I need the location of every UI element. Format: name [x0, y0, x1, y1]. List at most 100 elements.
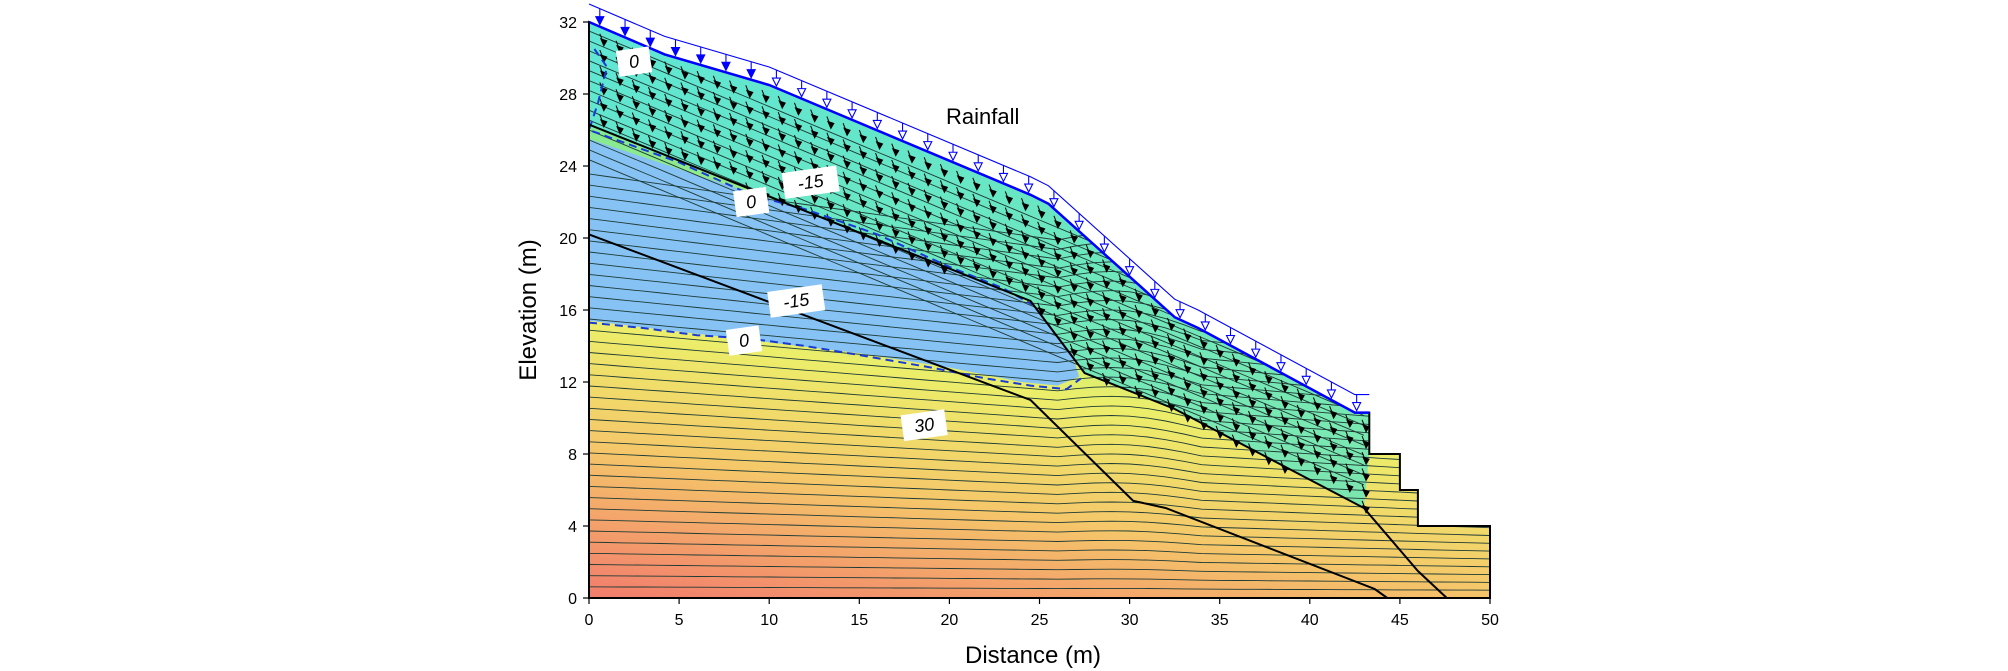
- y-tick-label: 4: [568, 519, 577, 536]
- flow-vector-head: [664, 130, 673, 140]
- y-tick-label: 16: [559, 303, 577, 320]
- flow-vector-head: [859, 182, 868, 192]
- ground-surface-line: [588, 20, 1370, 414]
- flow-vector-head: [1199, 372, 1208, 382]
- rainfall-arrows: [588, 3, 1370, 412]
- flow-vector-head: [794, 106, 803, 116]
- x-axis-ticks: 0 5 10 15 20 25 30 35 40 45 50: [585, 598, 1499, 629]
- flow-vector-head: [713, 128, 722, 138]
- contour-label-box: [615, 46, 653, 77]
- flow-vector-head: [810, 146, 819, 156]
- flow-vector-head: [1264, 423, 1273, 433]
- flow-vector-head: [972, 246, 981, 256]
- flow-vector-head: [616, 125, 624, 135]
- flow-vector-head: [697, 156, 705, 166]
- x-tick-label: 35: [1211, 612, 1229, 629]
- flow-vector-head: [681, 119, 689, 129]
- flow-vector-head: [1297, 392, 1305, 402]
- flow-vector-head: [1248, 431, 1257, 441]
- flow-vector-head: [924, 193, 932, 203]
- contour-line: [589, 497, 1490, 529]
- model-domain: [587, 20, 1491, 599]
- flow-vector-head: [940, 184, 949, 194]
- flow-vector-head: [1070, 234, 1078, 244]
- flow-vector-head: [681, 135, 689, 145]
- contour-line: [589, 385, 1490, 451]
- flow-vector-head: [648, 91, 657, 101]
- flow-vector-head: [729, 117, 738, 127]
- flow-vector-head: [1345, 419, 1354, 429]
- contour-line: [589, 430, 1490, 482]
- flow-vector-head: [908, 203, 916, 213]
- contour-line: [589, 129, 1365, 456]
- flow-vector-head: [1183, 332, 1192, 342]
- flow-vector-head: [762, 94, 770, 104]
- rainfall-arrow-head: [746, 69, 757, 79]
- flow-vector-head: [664, 98, 673, 108]
- rainfall-arrow-head: [670, 47, 681, 57]
- flow-vector-head: [972, 181, 981, 191]
- flow-vector-head: [1102, 296, 1111, 306]
- flow-vector-head: [648, 123, 657, 133]
- flow-vector-head: [729, 149, 738, 159]
- y-axis-title: Elevation (m): [515, 239, 542, 380]
- rainfall-arrow-head: [771, 77, 782, 88]
- rainfall-arrow-head: [1099, 243, 1110, 254]
- flow-vector-head: [1086, 265, 1095, 275]
- contour-line: [589, 474, 1490, 513]
- x-tick-label: 0: [585, 612, 594, 629]
- flow-vector-head: [875, 157, 884, 167]
- flow-vector-head: [599, 102, 608, 112]
- flow-vector-head: [1248, 399, 1257, 408]
- flow-vector-head: [1297, 457, 1305, 467]
- flow-vector-head: [1297, 441, 1305, 451]
- flow-vector-head: [1183, 397, 1192, 407]
- flow-vector-head: [1362, 488, 1370, 498]
- axes: 0 5 10 15 20 25 30 35 40 45 50 0 4 8 12 16 20 24 28 32 Dis…: [515, 15, 1499, 669]
- flow-vector-head: [1118, 375, 1127, 385]
- flow-vector-head: [810, 113, 819, 123]
- flow-vector-head: [972, 214, 981, 224]
- flow-vector-head: [616, 93, 624, 103]
- flow-vector-head: [1135, 373, 1143, 383]
- flow-vector-head: [875, 141, 884, 150]
- flow-vector-head: [1102, 279, 1111, 289]
- flow-vector-head: [1329, 475, 1338, 485]
- flow-vector-head: [1216, 365, 1224, 375]
- contour-line: [589, 441, 1490, 490]
- rainfall-arrow-head: [695, 54, 706, 65]
- flow-vector-head: [1151, 323, 1159, 333]
- flow-vector-head: [1329, 410, 1338, 420]
- flow-vector-head: [1281, 416, 1289, 426]
- flow-vector-head: [1167, 354, 1176, 364]
- flow-vector-head: [1167, 322, 1176, 332]
- flow-vector-head: [1070, 331, 1078, 341]
- flow-vector-head: [794, 139, 803, 149]
- rainfall-arrow-head: [922, 141, 933, 151]
- contour-line: [589, 99, 1365, 426]
- flow-vector-head: [648, 58, 657, 68]
- flow-vector-head: [843, 127, 851, 137]
- rainfall-arrow-head: [594, 16, 605, 26]
- flow-vector-head: [1086, 313, 1095, 323]
- flow-vector-head: [810, 194, 819, 204]
- flow-vector-head: [1054, 252, 1062, 262]
- flow-vector-head: [1264, 391, 1273, 401]
- rainfall-arrow-head: [998, 172, 1009, 183]
- contour-label: 0: [745, 191, 758, 212]
- flow-vector-head: [908, 170, 916, 180]
- layer-boundary-upper: [588, 123, 1448, 599]
- x-tick-label: 5: [675, 612, 684, 629]
- flow-vector-head: [632, 84, 640, 94]
- flow-vector-head: [713, 161, 722, 170]
- flow-vector-head: [762, 159, 770, 168]
- flow-vector-head: [1005, 195, 1014, 205]
- flow-vector-head: [1345, 467, 1354, 477]
- flow-vector-head: [1216, 397, 1224, 407]
- flow-vector-head: [1248, 366, 1257, 376]
- contour-label-box: [781, 165, 840, 199]
- x-tick-label: 30: [1121, 612, 1139, 629]
- y-tick-label: 0: [568, 591, 577, 608]
- contour-line: [589, 552, 1490, 568]
- flow-vector-head: [632, 132, 640, 142]
